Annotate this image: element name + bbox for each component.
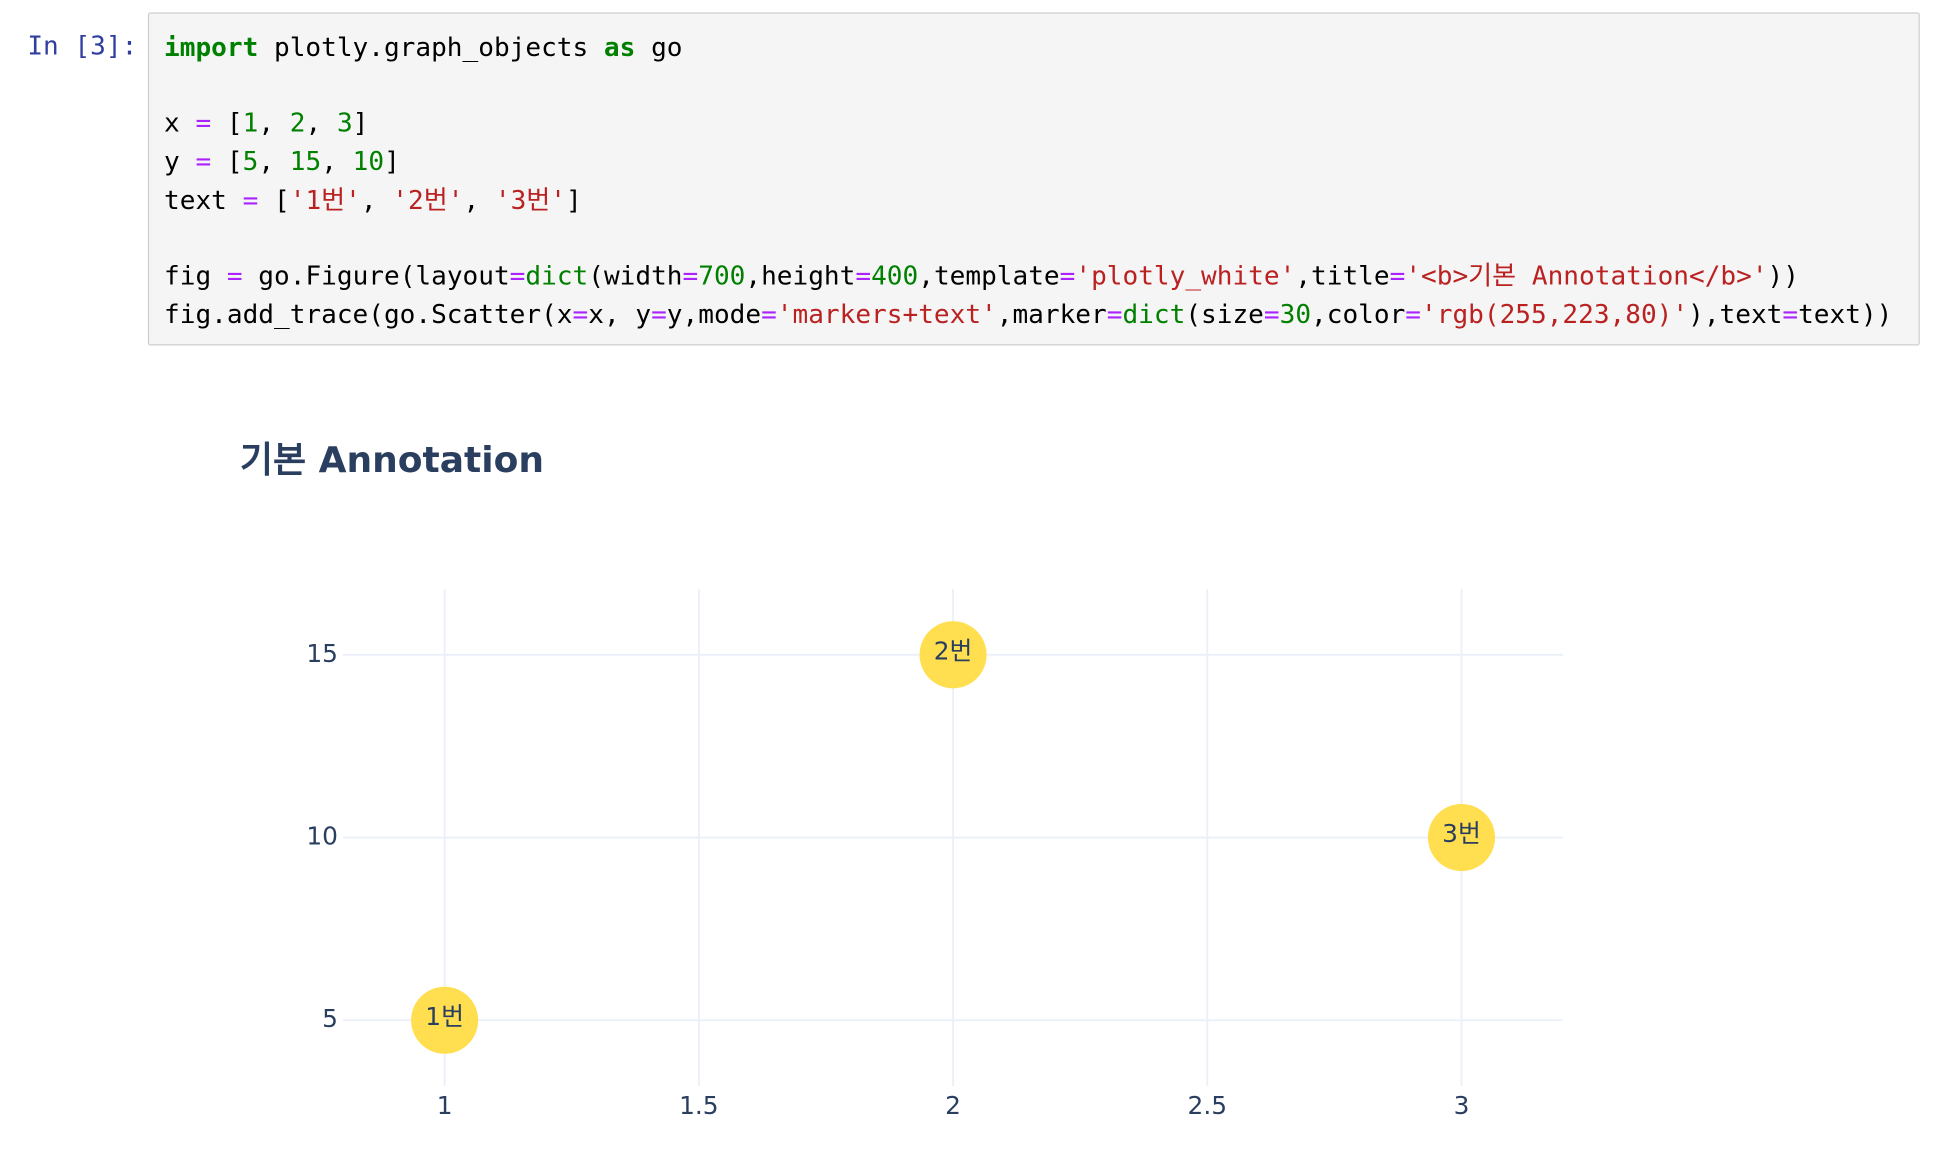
code-token: = bbox=[509, 261, 526, 292]
code-token: '1번' bbox=[289, 184, 361, 215]
marker bbox=[919, 621, 987, 689]
code-token: = bbox=[242, 184, 259, 215]
code-token: 700 bbox=[698, 261, 746, 292]
code-token: ,marker bbox=[996, 299, 1107, 330]
code-token: go bbox=[635, 31, 683, 62]
code-token: x bbox=[164, 108, 196, 139]
code-token: ,title bbox=[1295, 261, 1390, 292]
code-token: '2번' bbox=[392, 184, 464, 215]
code-token: 15 bbox=[289, 146, 322, 177]
code-token: = bbox=[195, 108, 212, 139]
cell-prompt: In [3]: bbox=[27, 31, 138, 61]
code-token: [ bbox=[211, 146, 243, 177]
code-token: , bbox=[360, 184, 393, 215]
code-token: (width bbox=[588, 261, 683, 292]
code-token: = bbox=[1389, 261, 1406, 292]
code-line: text = ['1번', '2번', '3번'] bbox=[164, 181, 1919, 219]
x-tick-label: 2.5 bbox=[1188, 1091, 1228, 1120]
code-token: (size bbox=[1185, 299, 1264, 330]
code-token: = bbox=[761, 299, 777, 330]
code-token: 5 bbox=[242, 146, 259, 177]
code-token: = bbox=[195, 146, 212, 177]
code-token: 30 bbox=[1279, 299, 1312, 330]
code-token: ,template bbox=[918, 261, 1060, 292]
code-token: 'plotly_white' bbox=[1075, 261, 1296, 292]
marker-label: 3번 bbox=[1442, 819, 1481, 848]
code-token: go.Figure(layout bbox=[242, 261, 510, 292]
code-line: fig = go.Figure(layout=dict(width=700,he… bbox=[164, 258, 1919, 296]
code-token: , bbox=[305, 108, 337, 139]
code-token: 3 bbox=[336, 108, 353, 139]
code-line: y = [5, 15, 10] bbox=[164, 143, 1919, 181]
marker-label: 1번 bbox=[425, 1002, 464, 1031]
code-token: [ bbox=[258, 184, 290, 215]
code-token: plotly.graph_objects bbox=[258, 31, 604, 62]
code-line: fig.add_trace(go.Scatter(x=x, y=y,mode='… bbox=[164, 296, 1919, 334]
code-token: ,height bbox=[745, 261, 856, 292]
marker-label: 2번 bbox=[934, 636, 973, 665]
code-token: fig.add_trace(go.Scatter(x bbox=[164, 299, 573, 330]
x-tick-label: 1.5 bbox=[679, 1091, 719, 1120]
code-token: dict bbox=[525, 261, 589, 292]
code-token: , bbox=[258, 108, 290, 139]
code-token: 'rgb(255,223,80)' bbox=[1421, 299, 1689, 330]
code-token: ] bbox=[384, 146, 400, 177]
code-token: = bbox=[1782, 299, 1799, 330]
y-tick-label: 5 bbox=[322, 1004, 338, 1033]
code-line: import plotly.graph_objects as go bbox=[164, 28, 1919, 66]
code-token: ,color bbox=[1311, 299, 1406, 330]
code-token: text bbox=[164, 184, 243, 215]
code-token: = bbox=[651, 299, 667, 330]
code-token: = bbox=[855, 261, 872, 292]
code-token: , bbox=[321, 146, 353, 177]
marker bbox=[1427, 803, 1496, 872]
code-token: = bbox=[1405, 299, 1422, 330]
code-token: , bbox=[463, 184, 495, 215]
chart-title: 기본 Annotation bbox=[240, 440, 544, 481]
code-editor[interactable]: import plotly.graph_objects as go x = [1,… bbox=[147, 12, 1920, 346]
code-token: x, y bbox=[588, 299, 652, 330]
code-token: '3번' bbox=[494, 184, 567, 215]
code-token: y,mode bbox=[666, 299, 762, 330]
code-token: dict bbox=[1122, 299, 1186, 330]
code-token: 2 bbox=[289, 108, 306, 139]
code-token: = bbox=[572, 299, 589, 330]
code-token: = bbox=[1263, 299, 1280, 330]
code-token: = bbox=[1059, 261, 1076, 292]
code-token: text)) bbox=[1798, 299, 1893, 330]
code-token: , bbox=[258, 146, 290, 177]
x-tick-label: 2 bbox=[945, 1091, 961, 1120]
code-token: = bbox=[1106, 299, 1123, 330]
code-token: [ bbox=[211, 108, 243, 139]
code-token: = bbox=[226, 261, 243, 292]
y-tick-label: 15 bbox=[306, 639, 338, 668]
code-token: import bbox=[164, 31, 259, 62]
code-token: ),text bbox=[1688, 299, 1783, 330]
marker bbox=[411, 986, 479, 1054]
code-line: x = [1, 2, 3] bbox=[164, 105, 1919, 143]
x-tick-label: 1 bbox=[437, 1091, 453, 1120]
code-token: y bbox=[164, 146, 196, 177]
code-token: 'markers+text' bbox=[776, 299, 997, 330]
code-token: '<b>기본 Annotation</b>' bbox=[1405, 261, 1768, 292]
code-token: as bbox=[603, 31, 636, 62]
code-token: fig bbox=[164, 261, 227, 292]
x-tick-label: 3 bbox=[1454, 1091, 1470, 1120]
code-token: 400 bbox=[871, 261, 919, 292]
code-token: ] bbox=[566, 184, 582, 215]
code-token: 1 bbox=[242, 108, 259, 139]
code-token: )) bbox=[1767, 261, 1799, 292]
y-tick-label: 10 bbox=[306, 822, 338, 851]
code-token: 10 bbox=[352, 146, 385, 177]
code-token: ] bbox=[352, 108, 369, 139]
code-token: = bbox=[682, 261, 699, 292]
